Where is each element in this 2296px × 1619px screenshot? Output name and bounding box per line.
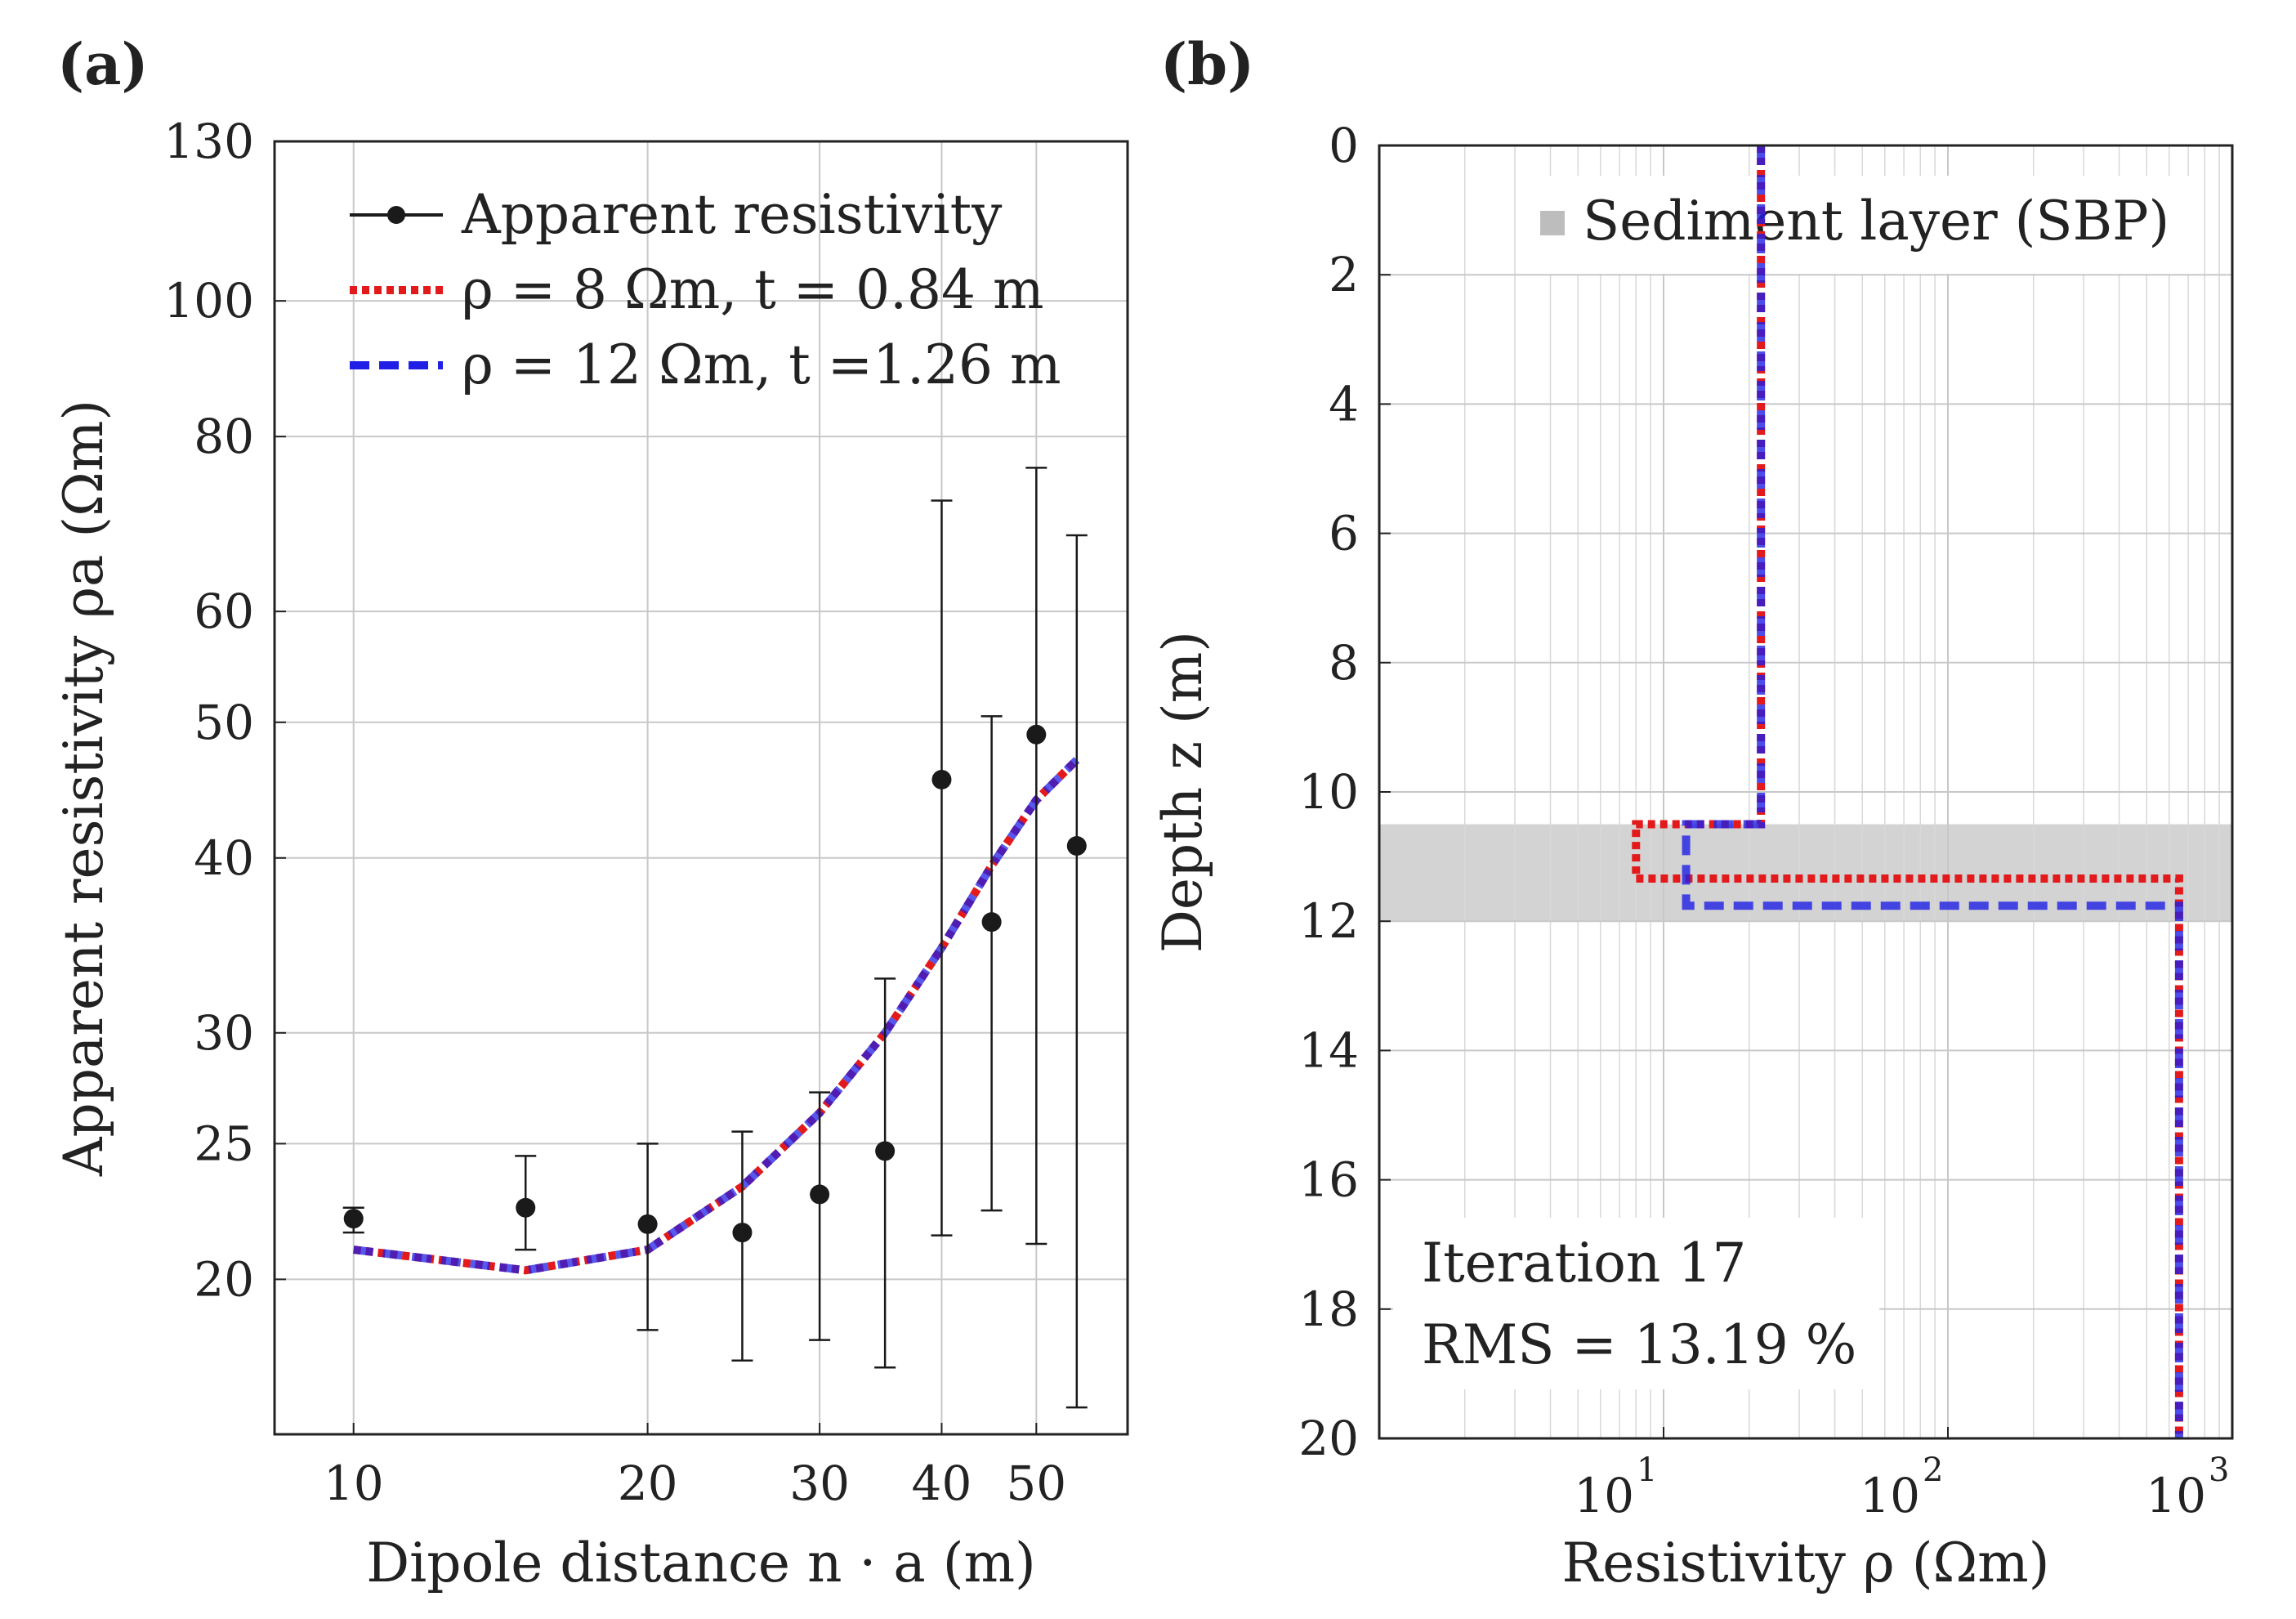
x-tick-label-1e2-base: 10 [1860, 1468, 1920, 1523]
x-tick-label-1e2-exp: 2 [1923, 1451, 1943, 1489]
data-point [981, 912, 1002, 932]
legend-entry-rho-8: ρ = 8 Ωm, t = 0.84 m [462, 258, 1044, 321]
x-tick-label: 30 [789, 1456, 850, 1511]
x-tick-label-1e1-base: 10 [1574, 1468, 1634, 1523]
y-tick-label: 60 [194, 584, 254, 639]
y-tick-label: 16 [1298, 1152, 1359, 1208]
data-point [810, 1184, 830, 1205]
panel-a-label: (a) [57, 30, 149, 98]
x-tick-label-1e1-exp: 1 [1637, 1451, 1657, 1489]
series-line-rho-8 [353, 757, 1080, 1275]
y-tick-label: 8 [1329, 635, 1359, 691]
legend-entry-sediment-layer: Sediment layer (SBP) [1583, 190, 2169, 253]
y-tick-label: 50 [194, 695, 254, 750]
y-tick-label: 0 [1329, 118, 1359, 173]
panel-b: (b) Iteration 17 RMS = 13.19 % Sediment … [1151, 30, 2234, 1594]
y-tick-label: 18 [1298, 1281, 1359, 1337]
y-tick-label: 30 [194, 1005, 254, 1061]
data-point [1066, 836, 1087, 856]
series-line-rho-12 [353, 757, 1080, 1275]
panel-b-y-axis-label: Depth z (m) [1151, 631, 1214, 953]
data-point [516, 1197, 536, 1218]
y-tick-label: 6 [1329, 506, 1359, 561]
y-tick-label: 25 [194, 1116, 254, 1171]
panel-a-y-axis-label: Apparent resistivity ρa (Ωm) [52, 400, 115, 1177]
legend-marker-sediment [1540, 211, 1565, 235]
data-point [1026, 724, 1047, 745]
x-tick-label-1e3-base: 10 [2146, 1468, 2206, 1523]
x-tick-label: 40 [912, 1456, 972, 1511]
panel-b-x-ticks: 10 1 10 2 10 3 [1574, 1451, 2229, 1523]
data-point [875, 1141, 896, 1161]
panel-a: (a) 10 20 30 40 50 20 25 30 40 50 60 80 100 130 Appa… [52, 30, 1129, 1594]
y-tick-label: 2 [1329, 247, 1359, 302]
y-tick-label: 80 [194, 409, 254, 464]
panel-b-legend-box [1520, 176, 2190, 274]
panel-a-x-ticks: 10 20 30 40 50 [324, 1423, 1066, 1511]
panel-b-x-axis-label: Resistivity ρ (Ωm) [1562, 1532, 2050, 1594]
y-tick-label: 20 [194, 1251, 254, 1307]
x-tick-label-1e3-exp: 3 [2209, 1451, 2229, 1489]
panel-a-series [342, 467, 1088, 1409]
panel-a-y-ticks: 20 25 30 40 50 60 80 100 130 [163, 114, 286, 1307]
y-tick-label: 10 [1298, 764, 1359, 820]
y-tick-label: 4 [1329, 376, 1359, 432]
data-point [343, 1209, 364, 1229]
legend-entry-rho-12: ρ = 12 Ωm, t =1.26 m [462, 333, 1061, 396]
legend-entry-apparent-resistivity: Apparent resistivity [461, 183, 1003, 246]
panel-a-legend: Apparent resistivity ρ = 8 Ωm, t = 0.84 … [350, 183, 1061, 396]
panel-a-frame [273, 140, 1129, 1436]
annotation-box [1393, 1218, 1879, 1389]
y-tick-label: 14 [1298, 1022, 1359, 1078]
panel-b-y-ticks: 0 2 4 6 8 10 12 14 16 18 20 [1298, 118, 1391, 1466]
y-tick-label: 20 [1298, 1411, 1359, 1466]
rms-label: RMS = 13.19 % [1422, 1313, 1856, 1376]
data-point [931, 769, 952, 789]
y-tick-label: 130 [163, 114, 254, 169]
legend-marker-dot [387, 206, 405, 224]
panel-b-label: (b) [1160, 30, 1254, 98]
x-tick-label: 50 [1006, 1456, 1066, 1511]
y-tick-label: 40 [194, 830, 254, 886]
x-tick-label: 10 [324, 1456, 384, 1511]
x-tick-label: 20 [618, 1456, 678, 1511]
data-point [637, 1214, 658, 1234]
panel-a-x-axis-label: Dipole distance n · a (m) [366, 1532, 1036, 1594]
model-profile-rho-12 [1682, 145, 2183, 1438]
data-point [732, 1223, 753, 1243]
panel-b-series [1632, 145, 2183, 1438]
y-tick-label: 100 [163, 273, 254, 329]
y-tick-label: 12 [1298, 893, 1359, 949]
iteration-label: Iteration 17 [1422, 1232, 1746, 1295]
